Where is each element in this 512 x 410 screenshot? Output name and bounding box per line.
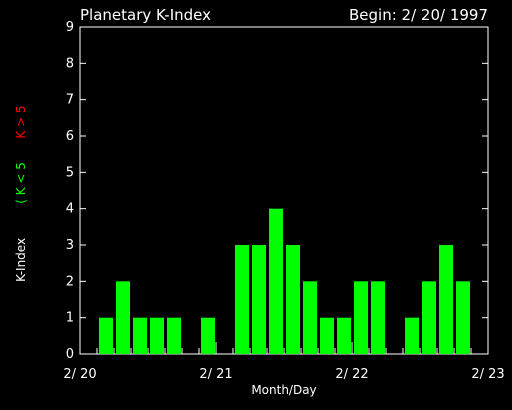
bar-11 <box>269 208 283 354</box>
bar-2 <box>116 281 130 354</box>
legend-low: ( K < 5 <box>14 162 28 204</box>
bars-group <box>99 208 470 354</box>
y-axis-label: K-Index ( K < 5 K > 5 <box>14 105 28 282</box>
ticks-group <box>79 26 489 355</box>
tick-labels-group: 0 1 2 3 4 5 6 7 8 9 2/ 20 2/ 21 2/ 22 2/ 23 <box>63 20 504 382</box>
bar-9 <box>235 245 249 354</box>
x-axis-label: Month/Day <box>251 383 316 397</box>
y-tick-label-5: 5 <box>66 165 74 180</box>
bar-15 <box>337 317 351 354</box>
y-tick-label-6: 6 <box>66 129 74 144</box>
y-axis-label-text: K-Index <box>14 238 28 282</box>
bar-19 <box>405 317 419 354</box>
y-tick-label-2: 2 <box>66 274 74 289</box>
bar-22 <box>456 281 470 354</box>
bar-1 <box>99 317 113 354</box>
bar-17 <box>371 281 385 354</box>
bar-16 <box>354 281 368 354</box>
y-tick-label-4: 4 <box>66 202 74 217</box>
y-tick-label-7: 7 <box>66 93 74 108</box>
y-tick-label-3: 3 <box>66 238 74 253</box>
y-tick-label-0: 0 <box>66 347 74 362</box>
x-tick-label-0: 2/ 20 <box>63 367 96 382</box>
y-tick-label-9: 9 <box>66 20 74 35</box>
bar-3 <box>133 317 147 354</box>
bar-10 <box>252 245 266 354</box>
bar-5 <box>167 317 181 354</box>
bar-14 <box>320 317 334 354</box>
chart-title: Planetary K-Index <box>80 6 211 24</box>
y-tick-label-8: 8 <box>66 56 74 71</box>
bar-21 <box>439 245 453 354</box>
x-tick-label-2: 2/ 22 <box>335 367 368 382</box>
x-tick-label-3: 2/ 23 <box>471 367 504 382</box>
begin-date: Begin: 2/ 20/ 1997 <box>349 6 488 24</box>
bar-7 <box>201 317 215 354</box>
bar-20 <box>422 281 436 354</box>
bar-12 <box>286 245 300 354</box>
bar-4 <box>150 317 164 354</box>
bar-13 <box>303 281 317 354</box>
legend-high: K > 5 <box>14 105 28 138</box>
y-tick-label-1: 1 <box>66 311 74 326</box>
x-tick-label-1: 2/ 21 <box>199 367 232 382</box>
